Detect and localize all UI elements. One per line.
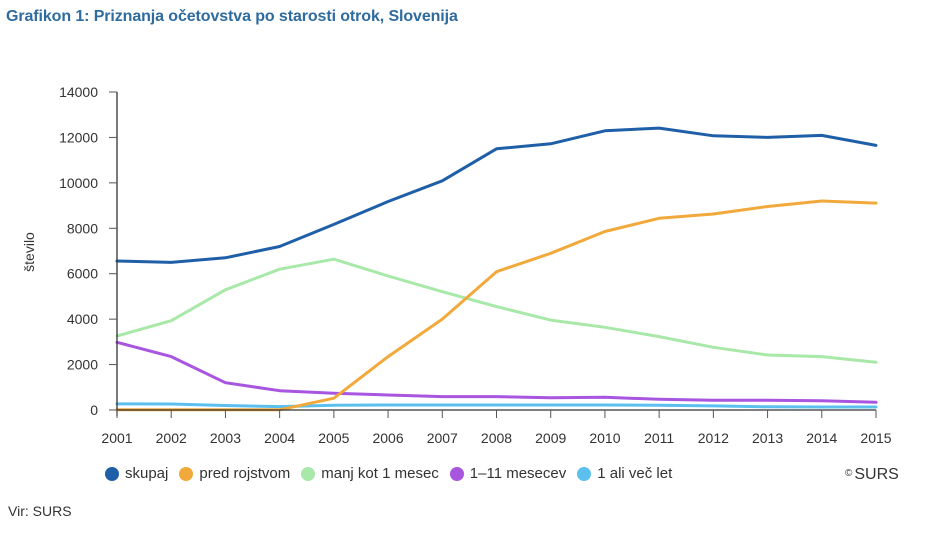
y-tick-label: 0 — [90, 402, 98, 418]
y-tick-label: 6000 — [67, 266, 98, 282]
legend-dot-icon — [301, 466, 316, 481]
legend-dot-icon — [577, 466, 592, 481]
legend-item-manj-kot-1-mesec[interactable]: manj kot 1 mesec — [301, 465, 439, 482]
credit-label: SURS — [854, 466, 899, 483]
y-tick-label: 4000 — [67, 311, 98, 327]
y-tick-label: 12000 — [59, 129, 98, 145]
x-tick-label: 2012 — [698, 430, 729, 446]
y-tick-label: 14000 — [59, 84, 98, 100]
x-tick-label: 2003 — [210, 430, 241, 446]
x-tick-label: 2015 — [860, 430, 891, 446]
legend-item-1-11-mesecev[interactable]: 1–11 mesecev — [449, 465, 567, 482]
legend-label: manj kot 1 mesec — [321, 465, 439, 482]
series-line-1-ali-ve-let[interactable] — [115, 402, 878, 409]
legend-dot-icon — [105, 466, 119, 481]
x-tick-label: 2002 — [156, 430, 187, 446]
x-tick-label: 2006 — [372, 430, 403, 446]
x-tick-label: 2001 — [101, 430, 132, 446]
y-tick-label: 8000 — [67, 220, 98, 236]
series-line-1-11-mesecev[interactable] — [115, 340, 878, 404]
legend-label: 1 ali več let — [597, 465, 673, 482]
copyright-icon: © — [845, 468, 853, 479]
legend-label: pred rojstvom — [199, 465, 291, 482]
x-axis: 2001 2002 2003 2004 2005 2006 2007 2008 2009 2010… — [101, 409, 892, 446]
y-tick-label: 2000 — [67, 357, 98, 373]
legend-label: 1–11 mesecev — [469, 465, 567, 482]
credit[interactable]: © SURS — [845, 466, 899, 484]
legend-label: skupaj — [125, 465, 169, 482]
x-tick-label: 2014 — [806, 430, 837, 446]
legend-dot-icon — [179, 466, 194, 481]
y-axis-title: število — [21, 232, 37, 272]
x-tick-label: 2005 — [318, 430, 349, 446]
x-tick-label: 2008 — [481, 430, 512, 446]
plot-lines — [115, 126, 878, 412]
x-tick-label: 2004 — [264, 430, 295, 446]
source-note: Vir: SURS — [8, 503, 72, 519]
y-tick-label: 10000 — [59, 175, 98, 191]
legend-item-skupaj[interactable]: skupaj — [105, 465, 168, 482]
legend-item-1-ali-vec-let[interactable]: 1 ali več let — [577, 465, 672, 482]
x-tick-label: 2013 — [752, 430, 783, 446]
legend-item-pred-rojstvom[interactable]: pred rojstvom — [179, 465, 290, 482]
legend-dot-icon — [449, 466, 464, 481]
chart-title: Grafikon 1: Priznanja očetovstva po star… — [6, 8, 458, 25]
x-tick-label: 2011 — [644, 430, 674, 446]
x-tick-label: 2010 — [589, 430, 620, 446]
x-tick-label: 2007 — [427, 430, 458, 446]
legend: skupaj pred rojstvom manj kot 1 mesec 1–… — [105, 465, 683, 482]
series-line-skupaj[interactable] — [115, 126, 878, 264]
series-line-manj-kot-1-mesec[interactable] — [115, 257, 878, 364]
x-tick-label: 2009 — [535, 430, 566, 446]
y-axis: 0 2000 4000 6000 8000 10000 12000 14000 — [59, 84, 118, 418]
